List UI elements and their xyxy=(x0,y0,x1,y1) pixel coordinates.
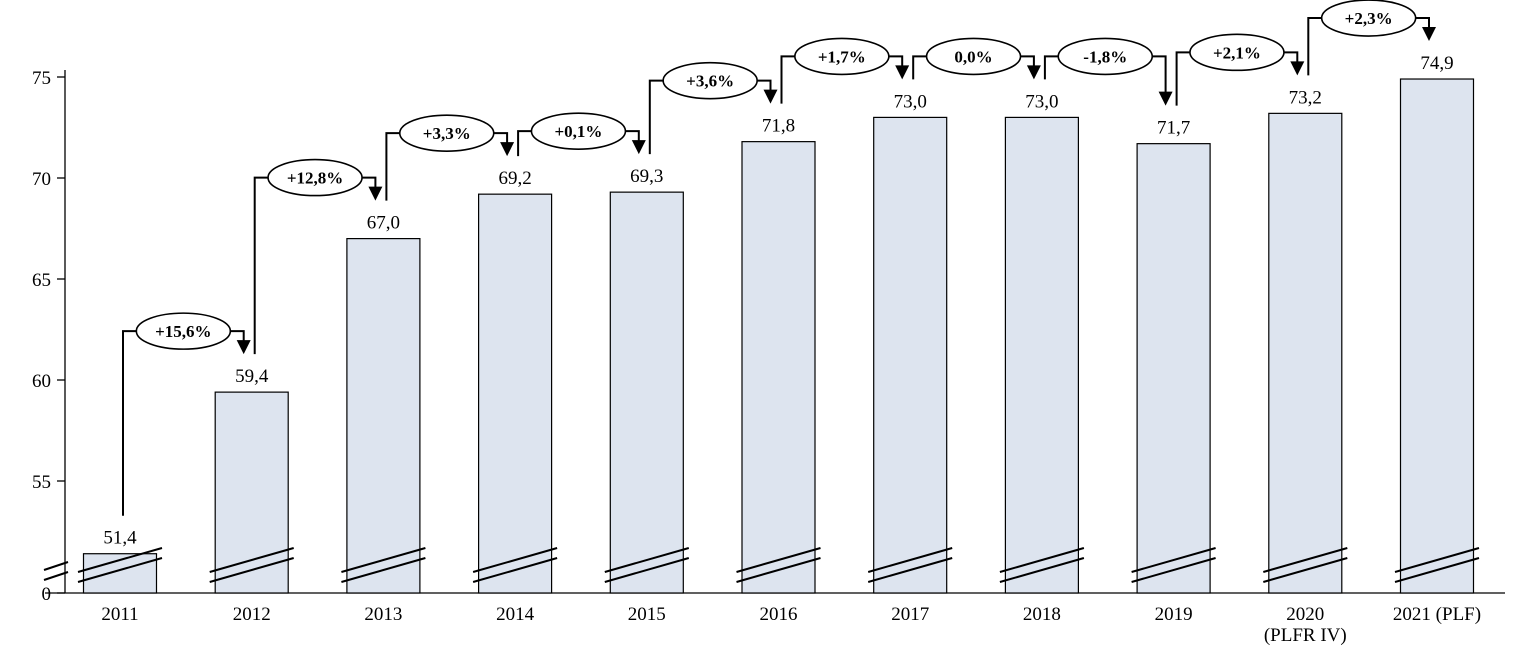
arrow-down-icon xyxy=(763,89,778,104)
change-badge xyxy=(1189,33,1285,72)
arrow-down-icon xyxy=(1158,91,1173,106)
change-label: -1,8% xyxy=(1083,47,1127,66)
bar-break-mark xyxy=(736,557,821,583)
y-tick-label: 60 xyxy=(32,371,51,392)
data-label: 69,3 xyxy=(630,166,663,187)
x-tick-label: 2017 xyxy=(891,604,929,625)
data-label: 73,0 xyxy=(1025,91,1058,112)
change-label: +3,3% xyxy=(423,124,471,143)
bar-break-mark xyxy=(867,547,953,573)
bar-break-mark xyxy=(1394,557,1480,583)
bar xyxy=(478,193,553,594)
change-badge xyxy=(794,37,890,76)
bar-break-mark xyxy=(77,547,163,573)
bar-break-mark xyxy=(1263,557,1348,583)
bar-break-mark xyxy=(1131,557,1216,583)
change-badge xyxy=(925,37,1022,76)
data-label: 74,9 xyxy=(1420,53,1453,74)
change-badge xyxy=(398,114,495,152)
bar-break-mark xyxy=(341,557,426,583)
y-tick-label: 55 xyxy=(32,472,51,493)
change-badge xyxy=(267,158,363,197)
change-badge xyxy=(530,112,627,150)
arrow-down-icon xyxy=(500,142,515,157)
x-tick-label: 2014 xyxy=(496,604,535,625)
data-label: 59,4 xyxy=(235,366,269,387)
bar-break-mark xyxy=(604,557,690,583)
arrow-down-icon xyxy=(1026,65,1041,80)
change-label: +2,3% xyxy=(1345,9,1393,28)
x-tick-label: 2020 xyxy=(1286,604,1324,625)
bar-break-mark xyxy=(1131,547,1216,573)
change-label: +1,7% xyxy=(818,47,866,66)
bar-break-mark xyxy=(1263,547,1348,573)
change-label: +15,6% xyxy=(155,322,211,341)
data-label: 71,8 xyxy=(762,116,795,137)
bar-break-mark xyxy=(77,557,163,583)
arrow-down-icon xyxy=(895,65,910,80)
change-badge xyxy=(135,312,232,350)
arrow-down-icon xyxy=(631,140,646,155)
arrow-down-icon xyxy=(236,340,251,355)
data-label: 51,4 xyxy=(103,528,137,549)
bar-break-mark xyxy=(209,547,294,573)
change-label: +3,6% xyxy=(686,72,734,91)
x-tick-label: 2019 xyxy=(1155,604,1193,625)
y-tick-label: 0 xyxy=(42,584,52,605)
data-label: 69,2 xyxy=(498,168,531,189)
bar xyxy=(1004,116,1080,594)
bar-break-mark xyxy=(867,557,953,583)
data-label: 67,0 xyxy=(367,213,400,234)
change-label: +2,1% xyxy=(1213,43,1261,62)
bar xyxy=(1399,78,1475,594)
change-label: 0,0% xyxy=(954,47,992,66)
bar xyxy=(609,191,684,594)
change-label: +12,8% xyxy=(287,169,343,188)
y-tick-label: 70 xyxy=(32,169,51,190)
data-label: 71,7 xyxy=(1157,118,1190,139)
x-tick-label: 2016 xyxy=(760,604,798,625)
bar xyxy=(873,116,948,594)
change-badge xyxy=(1320,0,1417,37)
bar xyxy=(741,141,816,594)
bar-break-mark xyxy=(999,557,1085,583)
change-label: +0,1% xyxy=(554,122,602,141)
bar-break-mark xyxy=(604,547,690,573)
bar-break-mark xyxy=(472,557,558,583)
bar xyxy=(1136,143,1211,594)
bar xyxy=(346,238,421,594)
axis-break-mark xyxy=(43,571,69,581)
x-tick-label: 2015 xyxy=(628,604,666,625)
arrow-down-icon xyxy=(368,186,383,201)
x-tick-label: 2012 xyxy=(233,604,271,625)
axis-break-mark xyxy=(43,561,69,571)
bar-break-mark xyxy=(341,547,426,573)
change-badge xyxy=(1057,37,1154,76)
bar xyxy=(1268,112,1343,594)
data-label: 73,2 xyxy=(1289,87,1322,108)
bar-break-mark xyxy=(1394,547,1480,573)
bar-break-mark xyxy=(209,557,294,583)
bar-break-mark xyxy=(999,547,1085,573)
change-badge xyxy=(662,61,758,100)
bar-break-mark xyxy=(736,547,821,573)
y-tick-label: 65 xyxy=(32,270,51,291)
x-tick-label: 2021 (PLF) xyxy=(1393,604,1481,625)
x-tick-label: 2013 xyxy=(364,604,402,625)
x-tick-label: (PLFR IV) xyxy=(1264,625,1347,646)
arrow-down-icon xyxy=(1422,27,1436,42)
bar-break-mark xyxy=(472,547,558,573)
data-label: 73,0 xyxy=(894,91,927,112)
x-tick-label: 2011 xyxy=(101,604,138,625)
y-tick-label: 75 xyxy=(32,68,51,89)
x-tick-label: 2018 xyxy=(1023,604,1061,625)
arrow-down-icon xyxy=(1290,61,1305,76)
